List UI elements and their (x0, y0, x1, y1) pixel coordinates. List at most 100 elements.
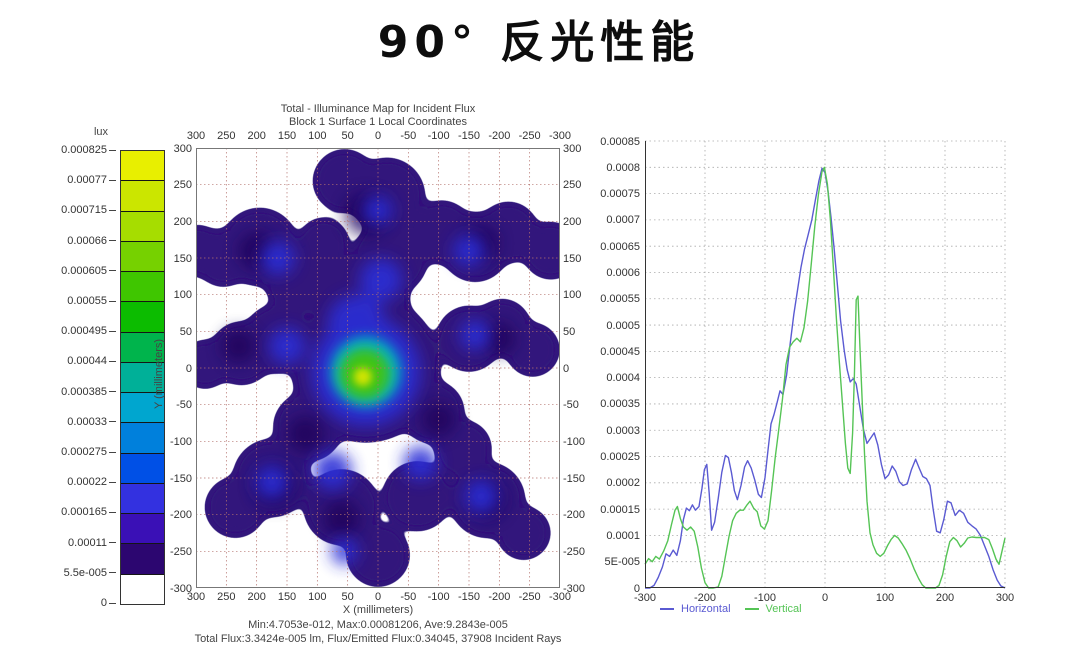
colorbar-tick-mark (109, 572, 116, 574)
linechart-y-tick-label: 0.0001 (606, 529, 640, 542)
heatmap-y-tick-label: 250 (563, 179, 582, 192)
heatmap-y-tick-label: -150 (169, 472, 192, 485)
colorbar-tick-mark (109, 270, 116, 272)
colorbar-segment (121, 211, 164, 242)
colorbar-tick-value: 0.00055 (67, 295, 107, 307)
heatmap-x-tick-label: -300 (548, 591, 572, 603)
heatmap-y-tick-label: 50 (179, 325, 192, 338)
colorbar-segment (121, 181, 164, 212)
colorbar-tick-mark (109, 421, 116, 423)
heatmap-y-axis-title: Y (millimeters) (153, 338, 165, 410)
colorbar-tick-label: 0.000825 (14, 144, 116, 156)
colorbar-tick-label: 0.000385 (14, 386, 116, 398)
linechart-y-tick-label: 0.0003 (606, 424, 640, 437)
colorbar-tick-value: 0.000715 (61, 204, 107, 217)
colorbar-segment (121, 241, 164, 273)
heatmap-x-tick-label: 300 (186, 130, 206, 142)
colorbar-segment (121, 453, 164, 484)
colorbar-tick-value: 0 (100, 597, 107, 609)
heatmap-y-tick-label: 300 (173, 142, 192, 155)
heatmap-x-tick-label: 0 (374, 591, 382, 603)
heatmap-y-tick-label: 200 (563, 215, 582, 228)
heatmap-x-tick-label: -50 (400, 130, 417, 142)
heatmap-y-tick-label: 250 (173, 179, 192, 192)
colorbar-segment (121, 332, 164, 363)
colorbar-tick-label: 0.000165 (14, 506, 116, 518)
heatmap-x-tick-label: -300 (548, 130, 572, 142)
heatmap-x-tick-label: -100 (427, 591, 450, 603)
colorbar-tick-mark (109, 360, 116, 362)
linechart-series-vertical (644, 166, 1006, 589)
heatmap-x-tick-label: 150 (277, 130, 297, 142)
heatmap-y-tick-label: 100 (563, 289, 582, 302)
linechart-y-tick-label: 0.0005 (606, 319, 640, 332)
colorbar-tick-mark (109, 542, 116, 544)
colorbar-tick-mark (109, 451, 116, 453)
heatmap-x-tick-label: -50 (400, 591, 417, 603)
heatmap-y-tick-label: 300 (563, 142, 582, 155)
colorbar-tick-label: 5.5e-005 (14, 566, 116, 579)
heatmap-x-tick-label: -150 (457, 130, 481, 142)
linechart-y-tick-label: 0.00035 (600, 398, 640, 411)
linechart-y-tick-label: 0.00075 (600, 188, 640, 201)
colorbar-ticks: 0.000825 0.00077 0.000715 0.00066 0.000605 0.… (14, 144, 116, 609)
colorbar-tick-label: 0.00055 (14, 295, 116, 307)
heatmap-x-tick-label: 100 (308, 130, 327, 142)
colorbar-tick-label: 0.00066 (14, 235, 116, 247)
colorbar-segment (121, 272, 164, 303)
heatmap-x-tick-label: 200 (247, 591, 266, 603)
colorbar-tick-value: 0.000495 (61, 325, 107, 338)
linechart-x-tick-label: 300 (995, 592, 1015, 604)
colorbar-tick-value: 0.000605 (61, 264, 107, 277)
heatmap-y-tick-label: 200 (173, 215, 192, 228)
colorbar-segment (121, 514, 164, 545)
heatmap-y-tick-label: 50 (563, 325, 576, 338)
heatmap-stats-line2: Total Flux:3.3424e-005 lm, Flux/Emitted … (194, 633, 562, 645)
colorbar-tick-mark (109, 511, 116, 513)
linechart-y-axis: 0.00085 0.0008 0.00075 0.0007 0.00065 0.0006 0… (572, 136, 640, 595)
heatmap-x-tick-label: -200 (488, 591, 511, 603)
linechart-y-tick-label: 0.0004 (606, 372, 640, 385)
colorbar-tick-label: 0 (14, 597, 116, 609)
colorbar-tick-value: 0.00011 (68, 536, 107, 549)
heatmap-stats-line1: Min:4.7053e-012, Max:0.00081206, Ave:9.2… (248, 619, 508, 631)
linechart-y-tick-label: 0.0002 (606, 477, 640, 490)
heatmap-x-tick-label: -250 (518, 130, 541, 142)
heatmap-x-tick-label: 0 (374, 130, 382, 142)
linechart-plot (644, 140, 1006, 589)
heatmap-x-tick-label: 200 (247, 130, 266, 142)
legend-item-vertical: Vertical (744, 603, 802, 615)
colorbar-tick-mark (109, 209, 116, 211)
linechart-y-tick-label: 0.0007 (606, 214, 640, 227)
linechart-series (644, 166, 1006, 589)
heatmap-y-tick-label: -200 (563, 509, 586, 522)
colorbar-segment (121, 544, 164, 575)
colorbar-tick-value: 5.5e-005 (63, 566, 107, 579)
colorbar-segment (121, 151, 164, 182)
heatmap-x-tick-label: -100 (427, 130, 450, 142)
heatmap-y-tick-label: -100 (563, 435, 586, 448)
colorbar-unit-label: lux (93, 126, 108, 138)
colorbar-tick-label: 0.00033 (14, 416, 116, 428)
heatmap-x-tick-label: 100 (308, 591, 327, 603)
linechart-x-tick-label: -100 (753, 592, 777, 604)
linechart-y-tick-label: 0 (633, 582, 640, 595)
linechart-x-tick-label: 100 (875, 592, 895, 604)
heatmap-x-tick-label: 300 (186, 591, 206, 603)
heatmap-subtitle: Block 1 Surface 1 Local Coordinates (289, 116, 467, 128)
linechart-y-tick-label: 0.00025 (600, 451, 640, 464)
heatmap-x-tick-label: 250 (217, 130, 236, 142)
linechart-legend: Horizontal Vertical (660, 603, 802, 615)
heatmap-x-axis-title: X (millimeters) (342, 604, 414, 616)
linechart-y-tick-label: 0.0008 (606, 161, 640, 174)
heatmap-y-tick-label: 150 (173, 252, 192, 265)
colorbar-tick-value: 0.00044 (67, 355, 107, 368)
colorbar-tick-mark (109, 602, 116, 604)
heatmap-y-tick-label: -300 (169, 582, 192, 595)
heatmap-y-tick-label: 0 (185, 362, 192, 375)
heatmap-x-axis-top: 300 250 200 150 100 50 0 -50 -100 -150 -200 -250 -30… (187, 130, 571, 142)
linechart-x-tick-label: -200 (693, 592, 717, 604)
heatmap-y-tick-label: 0 (563, 362, 570, 375)
heatmap-frame (196, 148, 560, 588)
